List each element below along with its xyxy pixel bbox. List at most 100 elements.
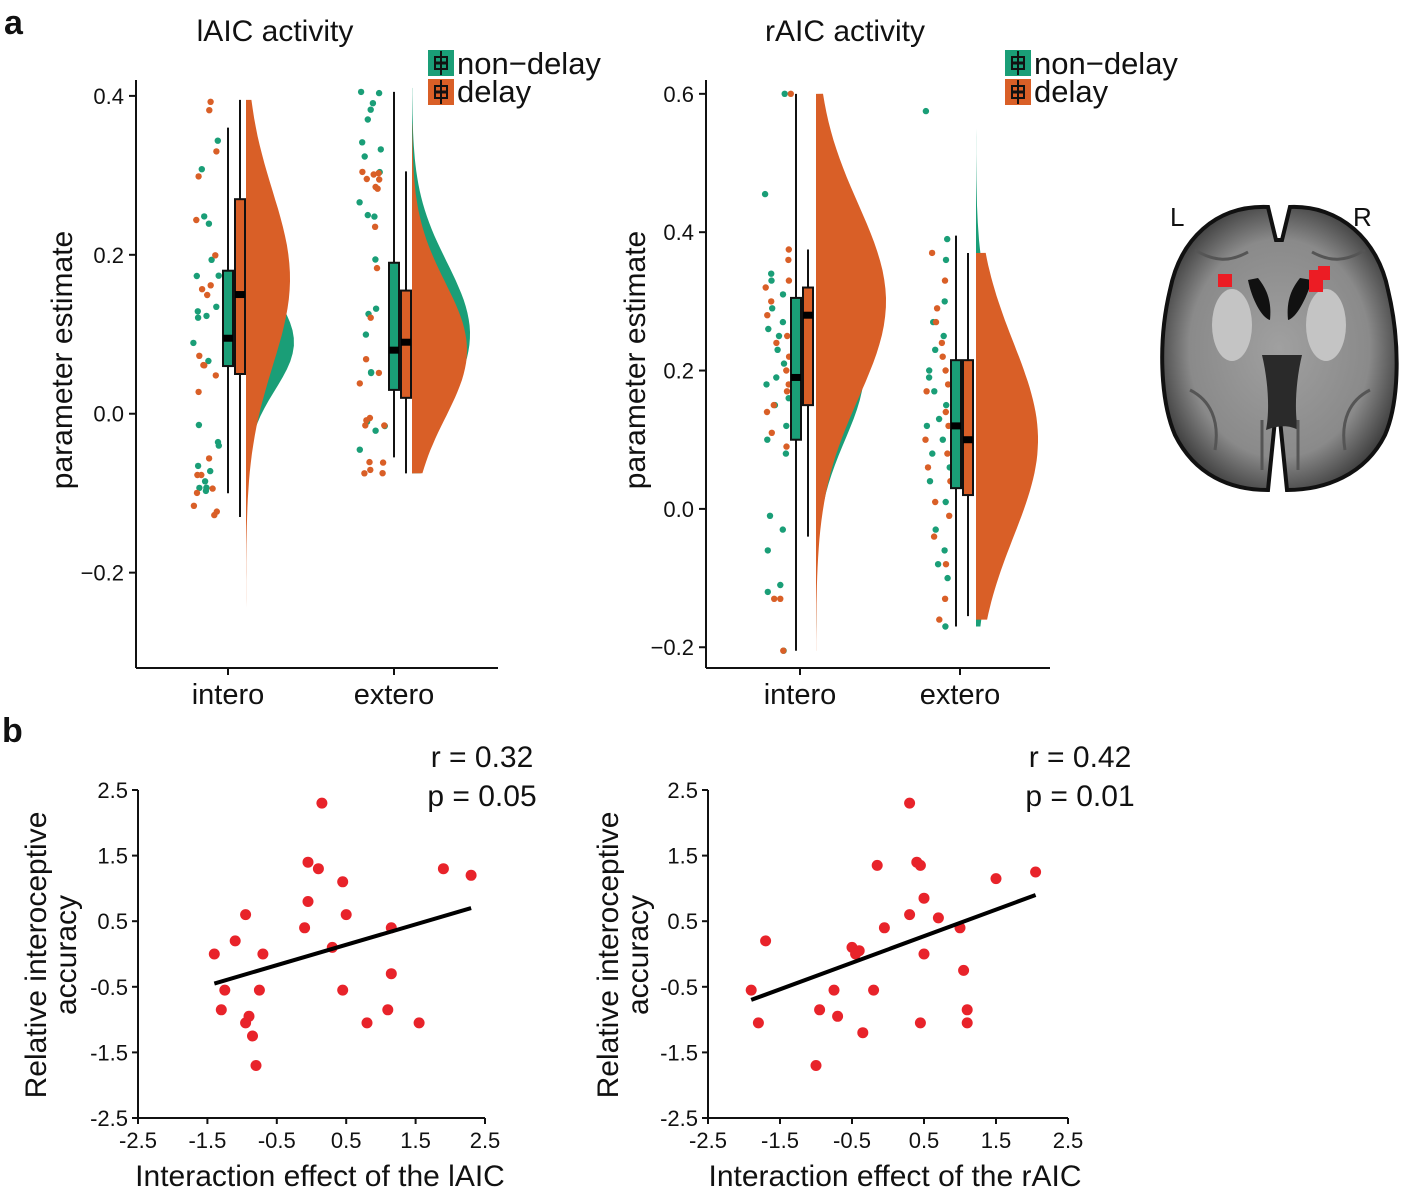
scatter_rAIC-x-tick-label: -0.5 xyxy=(833,1128,871,1153)
rAIC-median-non−delay-extero xyxy=(951,422,961,430)
lAIC-rain-point xyxy=(205,220,213,227)
lAIC-rain-point xyxy=(207,467,214,475)
scatter_rAIC-point xyxy=(832,1010,844,1022)
scatter_lAIC-x-tick-label: 1.5 xyxy=(400,1128,431,1153)
lAIC-rain-point xyxy=(356,446,363,453)
scatter_rAIC-point xyxy=(914,1017,926,1029)
rAIC-rain-point xyxy=(943,401,950,409)
scatter_rAIC-point xyxy=(1030,866,1042,878)
lAIC-rain-point xyxy=(369,100,377,107)
rAIC-y-tick-label: −0.2 xyxy=(651,635,694,660)
lAIC-plot-area: −0.2 0.0 0.2 0.4 intero extero xyxy=(81,80,498,711)
rAIC-rain-point xyxy=(762,284,769,291)
rAIC-x-tick-label-intero: intero xyxy=(764,679,837,711)
rAIC-rain-point xyxy=(939,353,946,360)
lAIC-rain-point xyxy=(379,459,387,466)
rAIC-rain-point xyxy=(785,277,793,284)
lAIC-rain-point xyxy=(356,380,363,387)
lAIC-rain-point xyxy=(196,484,203,492)
lAIC-rain-point xyxy=(198,166,205,173)
lAIC-rain-point xyxy=(193,216,200,224)
lAIC-scatter-plot-area: -2.5 -1.5 -0.5 0.5 1.5 2.5 -2.5 -1.5 -0.5 0.5 1.5 2… xyxy=(90,778,500,1153)
rAIC-rain-point xyxy=(769,305,776,312)
lAIC-chart-title: lAIC activity xyxy=(197,15,354,48)
rAIC-rain-point xyxy=(783,367,790,374)
lAIC-rain-point xyxy=(359,168,366,176)
lAIC-cloud-delay-extero xyxy=(412,123,467,474)
rAIC-rain-point xyxy=(932,498,939,506)
rAIC-cloud-delay-extero xyxy=(976,252,1038,620)
lAIC-rain-point xyxy=(207,282,214,289)
scatter_lAIC-point xyxy=(247,1030,258,1042)
rAIC-rain-point xyxy=(768,277,775,284)
lAIC-rain-point xyxy=(208,256,215,263)
lAIC-rain-point xyxy=(195,388,202,396)
rAIC-rain-point xyxy=(944,574,951,582)
rAIC-rain-point xyxy=(941,595,949,602)
rAIC-rain-point xyxy=(926,478,934,485)
scatter_lAIC-point xyxy=(215,1004,227,1016)
lAIC-legend: non−delay delay xyxy=(428,46,601,109)
lAIC-y-tick-label: 0.4 xyxy=(93,84,124,109)
lAIC-rain-point xyxy=(194,462,202,470)
rAIC-cluster-marker-upper xyxy=(1318,266,1330,280)
lAIC-rain-point xyxy=(193,489,201,497)
rAIC-rain-point xyxy=(932,318,940,326)
brain-sulci xyxy=(1189,248,1371,470)
lAIC-rain-point xyxy=(190,339,197,347)
panel-label-b: b xyxy=(2,712,23,750)
rAIC-rain-point xyxy=(942,623,949,630)
rAIC-rain-point xyxy=(782,450,790,457)
lAIC-rain-point xyxy=(370,171,377,178)
brain-ventricle-right xyxy=(1287,278,1312,320)
lAIC-rain-point xyxy=(215,272,222,279)
rAIC-rain-point xyxy=(934,561,942,568)
rAIC-rain-point xyxy=(779,318,787,326)
rAIC-rain-point xyxy=(922,107,930,115)
lAIC-rain-point xyxy=(361,153,368,160)
rAIC-cloud-delay-intero xyxy=(816,93,886,651)
lAIC-rain-point xyxy=(367,106,374,113)
scatter_rAIC-point xyxy=(918,948,930,960)
rAIC-box-non−delay-intero xyxy=(790,296,802,441)
rAIC-raincloud-chart: rAIC activity parameter estimate −0.2 0.0… xyxy=(619,15,1178,711)
rAIC-legend-key-delay xyxy=(1005,79,1031,105)
lAIC-y-tick-label: −0.2 xyxy=(81,561,124,586)
scatter_rAIC-point xyxy=(828,984,840,996)
rAIC-legend: non−delay delay xyxy=(1005,46,1178,109)
rAIC-rain-point xyxy=(777,595,784,602)
lAIC-rain-point xyxy=(375,89,383,97)
lAIC-median-delay-intero xyxy=(235,291,245,299)
scatter_rAIC-point xyxy=(810,1060,822,1071)
scatter_rAIC-point xyxy=(961,1017,973,1029)
lAIC-rain-point xyxy=(194,308,201,315)
scatter_rAIC-x-tick-label: 0.5 xyxy=(909,1128,940,1153)
lAIC-rain-point xyxy=(372,305,380,312)
lAIC-rain-point xyxy=(367,466,374,474)
rAIC-scatter-chart: r = 0.42 p = 0.01 Interaction effect of … xyxy=(592,741,1135,1193)
rAIC-rain-point xyxy=(940,332,947,340)
rAIC-y-tick-label: 0.2 xyxy=(663,359,694,384)
lAIC-rain-point xyxy=(212,252,219,259)
rAIC-y-tick-label: 0.6 xyxy=(663,82,694,107)
rAIC-rain-point xyxy=(787,90,794,98)
rAIC-rain-point xyxy=(942,256,950,264)
scatter_rAIC-point xyxy=(745,984,757,996)
rAIC-scatter-x-axis-label: Interaction effect of the rAIC xyxy=(709,1160,1082,1193)
lAIC-rain-point xyxy=(356,199,363,206)
rAIC-rain-point xyxy=(923,388,930,395)
rAIC-rain-point xyxy=(771,595,778,602)
rAIC-rain-point xyxy=(764,547,771,554)
rAIC-rain-point xyxy=(773,374,780,381)
lAIC-y-axis-label: parameter estimate xyxy=(46,231,79,489)
lAIC-cloud-delay-intero xyxy=(246,99,290,645)
rAIC-rain-point xyxy=(768,429,775,436)
lAIC-rain-point xyxy=(372,183,379,191)
scatter_rAIC-regression-line xyxy=(750,893,1037,1002)
lAIC-rain-point xyxy=(363,417,370,424)
rAIC-rain-point xyxy=(931,388,938,395)
lAIC-rain-point xyxy=(362,422,369,429)
rAIC-y-axis-label: parameter estimate xyxy=(619,231,652,489)
lAIC-rain-point xyxy=(214,137,221,144)
